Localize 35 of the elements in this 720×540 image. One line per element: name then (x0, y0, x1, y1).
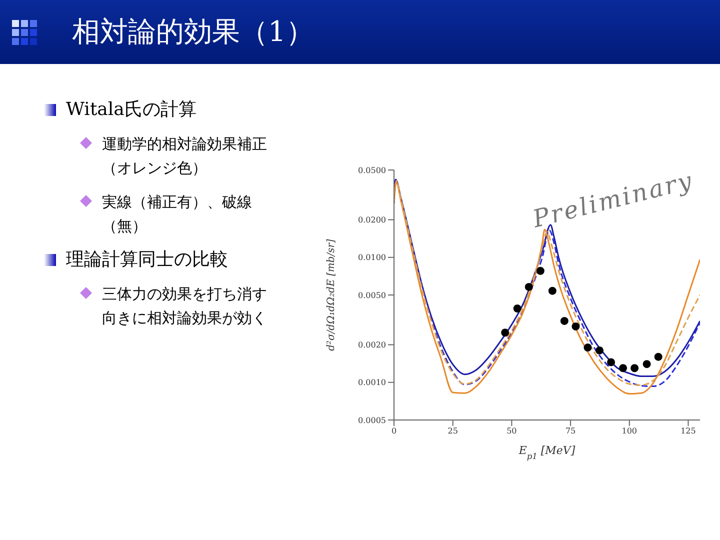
point (536, 266, 544, 275)
x-tick-label: 50 (506, 426, 517, 436)
point (619, 364, 628, 372)
point (654, 352, 662, 361)
y-axis-title: d²σ/dΩ₁dΩ₂dE [mb/sr] (326, 238, 337, 351)
text: 理論計算同士の比較 (66, 248, 228, 272)
x-tick-label: 0 (391, 426, 397, 436)
point (548, 286, 556, 295)
x-axis-title: E$_{p1}$ [MeV] (518, 444, 576, 461)
chart-title: 相対論的効果（1） (72, 14, 314, 50)
text: 実線（補正有）、破線（無） (102, 192, 253, 237)
y-tick-label: 0.0500 (358, 166, 386, 175)
point (595, 346, 604, 354)
x-tick-label: 125 (680, 426, 696, 436)
point (513, 304, 522, 312)
point (572, 322, 580, 330)
y-tick-label: 0.0005 (358, 416, 386, 425)
y-tick-label: 0.0020 (358, 340, 386, 350)
point (524, 282, 533, 291)
y-tick-label: 0.0200 (358, 216, 386, 225)
y-tick-label: 0.0100 (358, 253, 386, 262)
text: Witala氏の計算 (66, 98, 196, 122)
x-tick-label: 25 (448, 426, 458, 436)
point (607, 358, 616, 366)
point (584, 344, 592, 352)
point (501, 328, 510, 337)
point (642, 360, 651, 368)
x-tick-label: 75 (565, 426, 576, 436)
point (630, 364, 639, 372)
point (560, 316, 568, 325)
x-tick-label: 100 (622, 426, 638, 436)
y-tick-label: 0.0010 (358, 378, 386, 388)
text: 三体力の効果を打ち消す向きに相対論効果が効く (102, 284, 268, 329)
y-tick-label: 0.0050 (358, 290, 386, 300)
text: 運動学的相対論効果補正（オレンジ色） (102, 134, 268, 179)
